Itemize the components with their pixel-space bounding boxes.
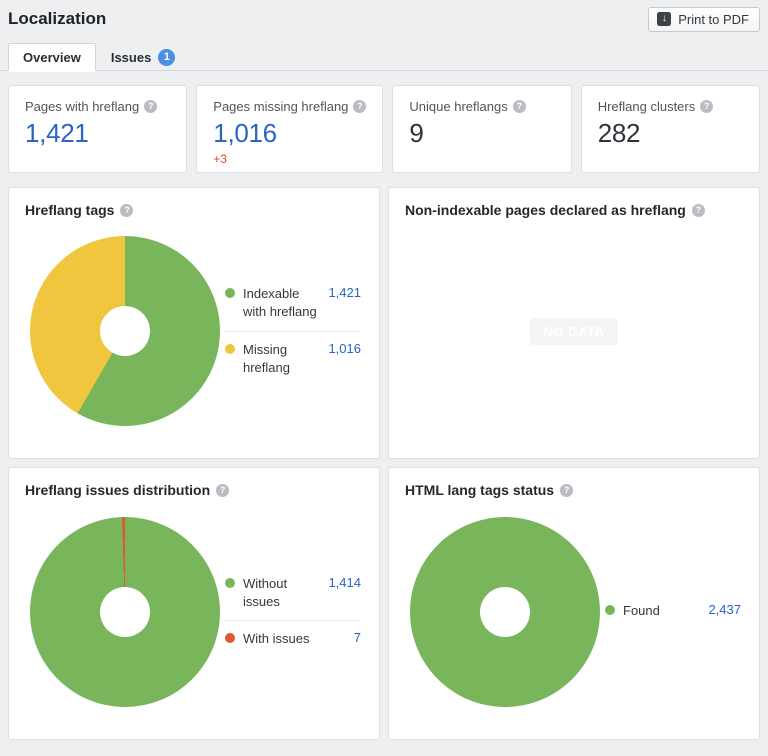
chart-legend: Indexable with hreflang 1,421 Missing hr… [225,276,363,386]
legend-value-link[interactable]: 7 [353,630,361,646]
legend-value-link[interactable]: 1,016 [328,340,361,356]
legend-label: Found [623,603,660,619]
stat-label-text: Pages missing hreflang [213,99,349,114]
legend-label: Indexable with hreflang [243,286,317,320]
tab-overview-label: Overview [23,49,81,65]
no-data-placeholder: NO DATA [529,317,619,345]
legend-value-link[interactable]: 1,421 [328,285,361,301]
stat-card-unique-hreflangs: Unique hreflangs ? 9 [392,85,572,173]
stats-row: Pages with hreflang ? 1,421 Pages missin… [8,85,760,173]
stat-value-link[interactable]: 1,421 [25,118,89,148]
chart-legend: Found 2,437 [605,593,743,629]
stat-label: Unique hreflangs ? [409,99,554,114]
charts-row-1: Hreflang tags ? Indexable with hreflang … [8,187,760,459]
print-to-pdf-button[interactable]: ↓ Print to PDF [648,6,760,32]
stat-card-pages-missing-hreflang: Pages missing hreflang ? 1,016 +3 [196,85,384,173]
tab-bar: Overview Issues 1 [0,34,768,71]
download-pdf-icon: ↓ [657,12,672,26]
stat-value-link[interactable]: 1,016 [213,118,277,148]
panel-title-text: Hreflang tags [25,202,115,218]
panel-title: Non-indexable pages declared as hreflang… [405,202,743,218]
help-icon[interactable]: ? [353,100,367,113]
legend-item-found[interactable]: Found 2,437 [605,593,741,629]
legend-dot-green-icon [225,288,235,299]
issues-count-badge: 1 [158,48,176,66]
legend-item-without-issues[interactable]: Without issues 1,414 [225,566,361,620]
help-icon[interactable]: ? [512,100,526,113]
stat-delta: +3 [213,152,227,166]
legend-value-link[interactable]: 2,437 [708,602,741,618]
legend-value-link[interactable]: 1,414 [328,574,361,590]
stat-label-text: Pages with hreflang [25,99,140,114]
stat-label-text: Unique hreflangs [409,99,508,114]
legend-dot-red-icon [225,633,235,644]
legend-item-indexable-with-hreflang[interactable]: Indexable with hreflang 1,421 [225,276,361,330]
stat-label: Pages with hreflang ? [25,99,170,114]
panel-body: NO DATA [405,218,743,444]
stat-value: 282 [597,118,641,148]
main-content: Pages with hreflang ? 1,421 Pages missin… [0,71,768,756]
panel-title: Hreflang tags ? [25,202,363,218]
stat-label: Hreflang clusters ? [598,99,743,114]
help-icon[interactable]: ? [691,203,705,217]
legend-item-with-issues[interactable]: With issues 7 [225,620,361,657]
help-icon[interactable]: ? [700,100,714,113]
panel-title-text: Hreflang issues distribution [25,482,211,498]
hreflang-issues-donut-chart[interactable] [30,516,220,707]
tab-overview[interactable]: Overview [8,43,96,71]
chart-zone [25,516,225,707]
panel-body: Found 2,437 [405,498,743,725]
panel-title-text: HTML lang tags status [405,482,555,498]
panel-non-indexable-pages: Non-indexable pages declared as hreflang… [388,187,760,459]
stat-card-hreflang-clusters: Hreflang clusters ? 282 [580,85,760,173]
print-button-label: Print to PDF [678,11,749,27]
panel-title: Hreflang issues distribution ? [25,482,363,498]
panel-title-text: Non-indexable pages declared as hreflang [405,202,686,218]
legend-label: Without issues [243,575,288,609]
panel-hreflang-issues-distribution: Hreflang issues distribution ? Without i… [8,467,380,740]
panel-body: Indexable with hreflang 1,421 Missing hr… [25,218,363,444]
panel-html-lang-tags-status: HTML lang tags status ? Found 2,437 [388,467,760,740]
chart-zone [25,236,225,426]
hreflang-tags-donut-chart[interactable] [30,236,220,426]
chart-legend: Without issues 1,414 With issues 7 [225,566,363,658]
panel-title: HTML lang tags status ? [405,482,743,498]
stat-label-text: Hreflang clusters [597,99,696,114]
legend-label: Missing hreflang [243,341,290,375]
tab-issues[interactable]: Issues 1 [96,43,190,71]
stat-label: Pages missing hreflang ? [213,99,367,114]
legend-dot-green-icon [605,605,615,616]
charts-row-2: Hreflang issues distribution ? Without i… [8,467,760,740]
legend-label: With issues [243,631,310,647]
chart-zone [405,516,605,707]
panel-hreflang-tags: Hreflang tags ? Indexable with hreflang … [8,187,380,459]
stat-value: 9 [409,118,424,148]
help-icon[interactable]: ? [216,483,230,497]
legend-dot-green-icon [225,577,235,588]
stat-card-pages-with-hreflang: Pages with hreflang ? 1,421 [8,85,188,173]
help-icon[interactable]: ? [144,100,158,113]
html-lang-tags-donut-chart[interactable] [410,516,600,707]
tab-issues-label: Issues [110,49,152,65]
help-icon[interactable]: ? [560,483,574,497]
page-header: Localization ↓ Print to PDF [0,0,768,34]
legend-item-missing-hreflang[interactable]: Missing hreflang 1,016 [225,330,361,386]
help-icon[interactable]: ? [120,203,134,217]
panel-body: Without issues 1,414 With issues 7 [25,498,363,725]
legend-dot-yellow-icon [225,343,235,354]
page-title: Localization [8,9,107,28]
